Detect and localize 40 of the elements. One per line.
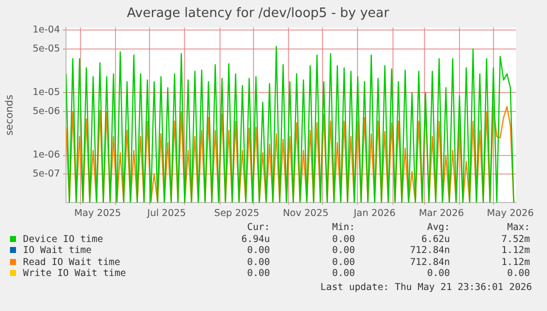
chart-title: Average latency for /dev/loop5 - by year	[126, 6, 390, 22]
text: 712.84n	[408, 256, 450, 268]
text: Avg:	[426, 222, 450, 234]
text: 712.84n	[408, 245, 450, 256]
x-tick-label: May 2025	[74, 208, 122, 219]
legend-label: Read IO Wait time	[22, 256, 122, 268]
x-tick-label: Mar 2026	[418, 208, 464, 219]
legend-label: IO Wait time	[22, 245, 93, 256]
x-tick-label: May 2026	[486, 208, 534, 219]
y-tick-label: 1e-06	[32, 150, 60, 161]
x-tick-label: Jul 2025	[146, 208, 186, 219]
text: Min:	[331, 222, 355, 234]
y-tick-label: 5e-05	[32, 43, 60, 54]
text: 1.12m	[500, 256, 530, 268]
text: 0.00	[331, 256, 355, 268]
y-tick-label: 1e-05	[32, 87, 60, 98]
y-tick-label: 1e-04	[32, 24, 60, 36]
text: 0.00	[331, 245, 355, 256]
legend-label: Write IO Wait time	[22, 268, 127, 280]
text: 0.00	[506, 268, 530, 280]
text: 0.00	[331, 268, 355, 280]
text: 0.00	[246, 256, 270, 268]
text: Last update: Thu May 21 23:36:01 2026	[320, 282, 532, 293]
y-tick-label: 5e-06	[32, 106, 60, 118]
text: 6.62u	[420, 234, 450, 245]
text: Max:	[506, 222, 530, 234]
y-axis-title: seconds	[4, 94, 16, 136]
x-tick-label: Sep 2025	[214, 208, 260, 219]
legend-label: Device IO time	[22, 234, 104, 245]
text: 6.94u	[240, 234, 270, 245]
text: Cur:	[246, 222, 270, 234]
x-tick-label: Nov 2025	[282, 208, 329, 219]
y-tick-label: 5e-07	[32, 168, 60, 180]
text: 1.12m	[500, 245, 530, 256]
text: 0.00	[246, 245, 270, 256]
text: 0.00	[246, 268, 270, 280]
text: 0.00	[331, 234, 355, 245]
text: 7.52m	[500, 234, 530, 245]
text: 0.00	[426, 268, 450, 280]
x-tick-label: Jan 2026	[352, 208, 396, 219]
